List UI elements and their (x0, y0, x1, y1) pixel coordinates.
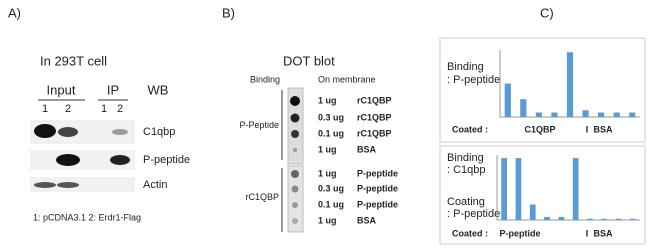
group-label: BSA (593, 124, 613, 134)
chart-title: : C1qbp (447, 164, 486, 176)
dot (293, 148, 297, 152)
chart-title: Binding (447, 152, 484, 164)
dot-strip (287, 87, 304, 165)
band (56, 154, 80, 166)
chart-title: Binding (447, 61, 484, 73)
bar (629, 218, 636, 220)
group-label: BSA (593, 228, 613, 238)
chart-title: Coating (447, 196, 485, 208)
lane-number: 1 (101, 103, 107, 115)
lane-number: 1 (42, 103, 48, 115)
protein: rC1QBP (357, 112, 392, 122)
protein: BSA (357, 215, 377, 225)
amount: 1 ug (318, 215, 337, 225)
chart-frame (439, 37, 646, 143)
group-label: C1QBP (524, 124, 555, 134)
footnote: 1: pCDNA3.1 2: Erdr1-Flag (33, 212, 141, 222)
dot (290, 96, 300, 106)
chart-frame (439, 145, 646, 245)
bar (613, 112, 620, 117)
blot-strip (30, 177, 135, 192)
panel-label: C) (540, 5, 554, 20)
dot (291, 185, 299, 193)
blot-title: DOT blot (283, 53, 335, 68)
bar (551, 112, 558, 117)
column-header: IP (107, 82, 119, 97)
amount: 1 ug (318, 168, 337, 178)
column-header: WB (148, 82, 169, 97)
group-label: P-Peptide (239, 120, 279, 130)
western-blot (30, 99, 135, 192)
chart-title: : P-peptide (447, 74, 500, 86)
cell-line: In 293T cell (40, 53, 107, 68)
panel-label: B) (222, 5, 235, 20)
protein: rC1QBP (357, 95, 392, 105)
bar (629, 112, 636, 117)
band (34, 182, 56, 188)
bar (544, 216, 550, 220)
dot (290, 113, 300, 123)
protein: P-peptide (357, 199, 398, 209)
group-label: I (586, 124, 589, 134)
amount: 0.3 ug (318, 183, 344, 193)
panel-label: A) (8, 5, 21, 20)
bar (515, 158, 522, 220)
dot-strip (287, 165, 304, 233)
bar (501, 158, 508, 220)
bar (582, 110, 589, 117)
band (110, 155, 130, 165)
chart-title: : P-peptide (447, 208, 500, 220)
lane-number: 2 (65, 103, 71, 115)
amount: 0.1 ug (318, 128, 344, 138)
amount: 1 ug (318, 95, 337, 105)
column-header: Binding (250, 74, 280, 84)
column-header: On membrane (318, 74, 376, 84)
dot (292, 202, 298, 208)
row-label: Actin (143, 179, 167, 191)
bar (504, 83, 511, 117)
group-label: P-peptide (499, 228, 540, 238)
bar (572, 158, 579, 220)
bar (529, 204, 536, 220)
coated-label: Coated : (452, 228, 488, 238)
dot-blot (281, 87, 304, 233)
bar (601, 218, 608, 220)
blot-strip (30, 150, 135, 170)
dot (292, 218, 298, 224)
amount: 0.1 ug (318, 199, 344, 209)
bar (558, 216, 565, 220)
band (34, 124, 56, 138)
lane-number: 2 (117, 103, 123, 115)
bar (566, 52, 574, 117)
protein: BSA (357, 144, 377, 154)
protein: P-peptide (357, 168, 398, 178)
dot (291, 130, 299, 138)
amount: 0.3 ug (318, 112, 344, 122)
group-label: I (586, 228, 589, 238)
protein: rC1QBP (357, 128, 392, 138)
bar (598, 112, 605, 117)
dot (291, 170, 299, 178)
bar (520, 99, 527, 117)
row-label: C1qbp (143, 126, 175, 138)
amount: 1 ug (318, 144, 337, 154)
band (57, 182, 79, 188)
band (58, 127, 78, 137)
group-label: rC1QBP (245, 192, 279, 202)
protein: P-peptide (357, 183, 398, 193)
bar (535, 112, 542, 117)
column-header: Input (47, 82, 76, 97)
band (112, 129, 128, 135)
row-label: P-peptide (143, 154, 190, 166)
coated-label: Coated : (452, 124, 488, 134)
bar (615, 218, 622, 220)
bar (587, 218, 593, 220)
